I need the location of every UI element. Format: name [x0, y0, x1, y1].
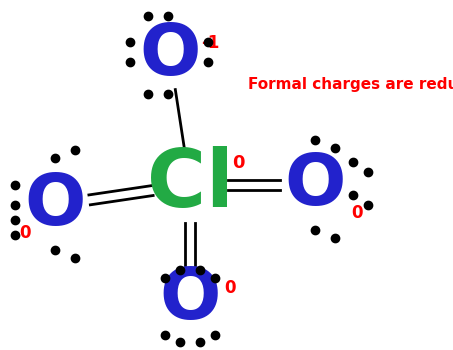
Text: -1: -1: [201, 34, 219, 52]
Text: 0: 0: [224, 279, 236, 297]
Text: O: O: [159, 266, 221, 335]
Text: Formal charges are reduced: Formal charges are reduced: [248, 77, 453, 92]
Text: O: O: [284, 150, 346, 219]
Text: O: O: [140, 21, 201, 90]
Text: 0: 0: [232, 154, 244, 172]
Text: Cl: Cl: [147, 146, 233, 224]
Text: 0: 0: [19, 224, 31, 242]
Text: O: O: [24, 170, 86, 239]
Text: 0: 0: [351, 204, 363, 222]
